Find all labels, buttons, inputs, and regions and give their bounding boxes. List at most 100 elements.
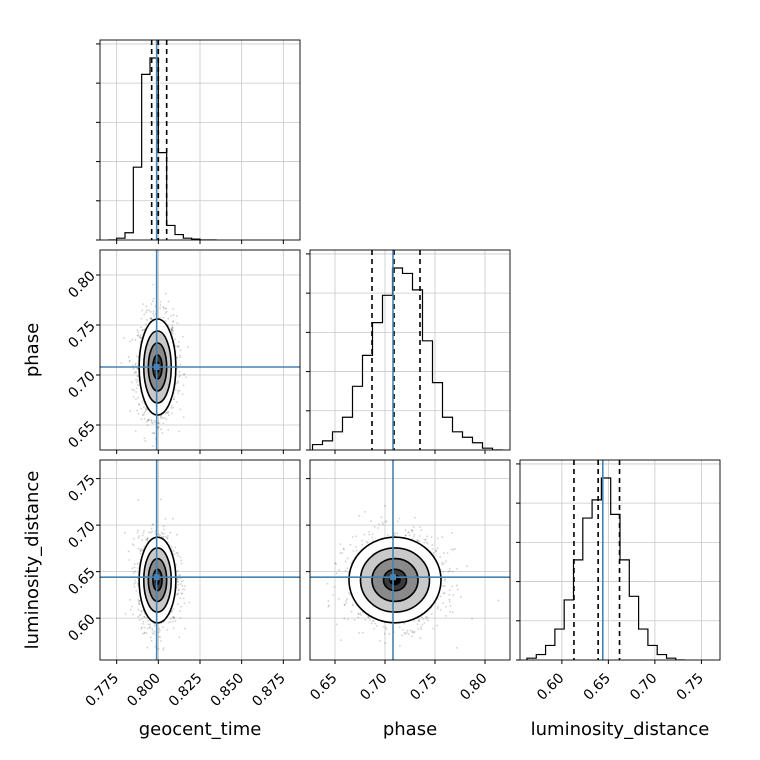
sample-point [129,410,132,412]
sample-point [148,309,151,312]
sample-point [160,498,162,501]
sample-point [371,536,374,539]
sample-point [173,616,175,619]
y-tick-label-luminosity_distance: 0.60 [65,611,98,644]
sample-point [124,612,127,615]
sample-point [365,540,368,543]
sample-point [176,314,178,317]
sample-point [141,309,144,312]
sample-point [145,632,148,635]
sample-point [134,362,137,365]
sample-point [420,626,422,629]
sample-point [172,627,175,629]
sample-point [398,626,401,629]
sample-point [176,356,179,359]
sample-point [152,523,155,526]
sample-point [134,363,137,366]
sample-point [145,408,148,411]
sample-point [355,549,358,552]
sample-point [143,530,145,532]
sample-point [141,549,144,552]
sample-point [339,543,342,545]
sample-point [134,370,137,373]
sample-point [143,631,146,634]
y-tick-label-phase: 0.65 [65,418,98,451]
sample-point [143,545,146,548]
sample-point [411,630,414,633]
sample-point [385,628,388,630]
sample-point [143,616,146,619]
sample-point [160,428,162,431]
sample-point [166,628,169,631]
sample-point [416,539,419,541]
sample-point [431,544,434,546]
sample-point [163,416,166,419]
truth-marker [153,574,160,581]
sample-point [417,628,420,630]
sample-point [449,610,452,613]
sample-point [176,578,179,581]
sample-point [129,598,131,601]
sample-point [141,414,144,416]
sample-point [135,381,138,384]
sample-point [162,422,165,425]
sample-point [177,592,180,595]
sample-point [371,620,374,622]
sample-point [445,560,447,563]
sample-point [177,346,180,349]
sample-point [147,623,150,626]
sample-point [176,603,179,606]
sample-point [133,537,135,540]
sample-point [404,529,407,532]
sample-point [359,612,362,615]
sample-point [448,593,451,596]
sample-point [456,567,459,570]
sample-point [135,398,137,401]
sample-point [425,617,428,620]
sample-point [159,636,162,639]
sample-point [345,602,348,604]
sample-point [171,326,174,329]
sample-point [164,320,167,322]
sample-point [152,312,155,315]
sample-point [338,569,340,571]
sample-point [124,531,126,534]
sample-point [137,536,140,539]
sample-point [440,561,443,564]
sample-point [173,395,176,398]
sample-point [443,562,445,565]
sample-point [134,579,136,582]
sample-point [150,531,152,534]
sample-point [179,356,182,359]
sample-point [180,562,183,565]
sample-point [401,634,404,637]
sample-point [178,588,180,591]
sample-point [383,632,386,635]
sample-point [378,640,381,642]
sample-point [344,569,347,572]
sample-point [150,419,153,422]
sample-point [133,582,136,585]
sample-point [384,627,387,629]
y-tick-label-luminosity_distance: 0.65 [65,565,98,598]
sample-point [136,531,139,534]
sample-point [140,610,143,613]
sample-point [384,642,386,644]
sample-point [471,617,473,620]
sample-point [148,627,151,629]
sample-point [183,373,185,376]
sample-point [164,535,167,538]
sample-point [137,384,139,386]
sample-point [179,354,181,357]
panel-frame [309,249,511,451]
sample-point [497,599,500,602]
sample-point [179,597,182,600]
sample-point [138,599,141,602]
sample-point [342,547,345,550]
sample-point [176,578,179,580]
sample-point [150,317,152,320]
sample-point [159,640,162,642]
y-tick-label-phase: 0.75 [65,318,98,351]
sample-point [133,389,135,392]
sample-point [141,329,144,332]
